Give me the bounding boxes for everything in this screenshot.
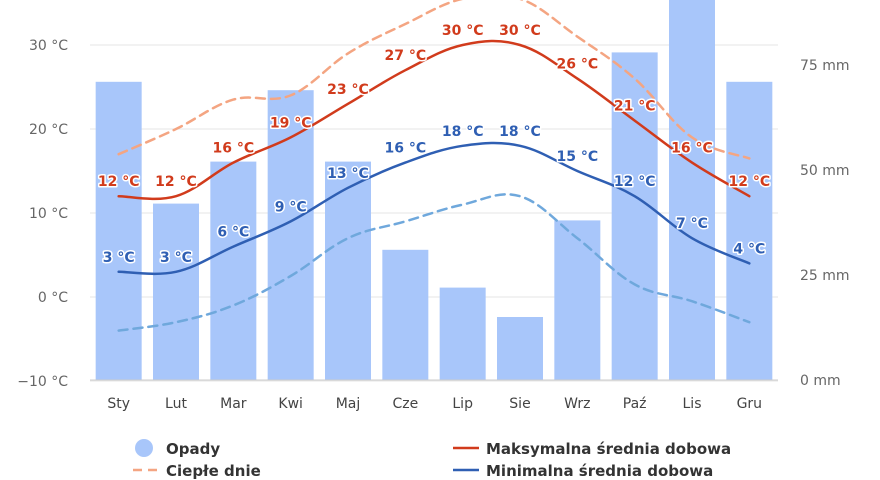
precipitation-bar[interactable] [439,287,486,380]
data-label: 3 °C [103,250,135,266]
legend-label: Minimalna średnia dobowa [486,462,713,480]
right-axis-tick: 50 mm [800,163,850,179]
left-axis-tick: 30 °C [29,38,68,54]
gridlines [90,44,778,382]
data-label: 15 °C [557,149,599,165]
left-axis-tick: 20 °C [29,122,68,138]
right-axis-tick: 75 mm [800,58,850,74]
data-label: 7 °C [676,216,708,232]
data-label: 16 °C [213,141,255,157]
data-label: 23 °C [327,82,369,98]
legend-label: Maksymalna średnia dobowa [486,440,731,458]
legend-label: Opady [166,440,220,458]
month-label: Sie [509,396,530,412]
precipitation-bars [95,0,773,381]
data-label: 30 °C [442,23,484,39]
precipitation-bar[interactable] [382,249,429,380]
series-line[interactable] [117,193,751,332]
data-label: 21 °C [614,99,656,115]
legend-label: Ciepłe dnie [166,462,261,480]
legend-circle-icon [135,439,153,457]
precipitation-bar[interactable] [669,0,715,380]
data-labels: 3 °C 3 °C 6 °C 9 °C 13 °C 16 °C 18 °C 18 °C 15 °… [101,122,767,267]
data-label: 3 °C [160,250,192,266]
data-label: 18 °C [499,124,541,140]
precipitation-bar[interactable] [726,81,773,381]
data-label: 6 °C [217,225,249,241]
month-label: Kwi [278,396,303,412]
month-label: Lis [683,396,702,412]
month-label: Cze [392,396,418,412]
month-label: Lut [165,396,187,412]
series-line[interactable] [117,141,751,276]
month-label: Maj [336,396,361,412]
data-label: 16 °C [385,141,427,157]
data-label: 12 °C [155,174,197,190]
precipitation-bar[interactable] [611,52,658,381]
data-label: 4 °C [733,241,765,257]
series-line[interactable] [117,39,751,201]
left-axis-tick: 0 °C [38,290,68,306]
legend-item[interactable]: Opady [135,439,220,458]
data-labels: 12 °C 12 °C 16 °C 19 °C 23 °C 27 °C 30 °C 30 °C… [96,22,771,192]
legend-item[interactable]: Minimalna średnia dobowa [453,462,713,480]
legend: Opady Ciepłe dnie Maksymalna średnia dobow… [133,439,731,480]
series-line[interactable] [117,0,751,160]
month-label: Paź [623,396,647,412]
month-label: Gru [737,396,762,412]
month-label: Lip [452,396,473,412]
month-label: Wrz [564,396,590,412]
data-label: 18 °C [442,124,484,140]
data-label: 9 °C [275,199,307,215]
left-axis-tick: −10 °C [17,374,68,390]
data-label: 27 °C [385,48,427,64]
legend-item[interactable]: Maksymalna średnia dobowa [453,440,731,458]
right-axis-tick: 25 mm [800,268,850,284]
data-label: 19 °C [270,115,312,131]
data-label: 26 °C [557,57,599,73]
data-label: 12 °C [614,174,656,190]
precipitation-bar[interactable] [210,161,257,380]
right-axis-tick: 0 mm [800,373,841,389]
precipitation-bar[interactable] [554,220,601,380]
precipitation-bar[interactable] [153,203,199,380]
data-label: 30 °C [499,23,541,39]
data-label: 12 °C [98,174,140,190]
precipitation-bar[interactable] [95,81,142,381]
precipitation-bar[interactable] [267,90,314,380]
data-label: 16 °C [671,141,713,157]
month-label: Sty [107,396,130,412]
precipitation-bar[interactable] [325,161,371,380]
month-label: Mar [220,396,247,412]
legend-item[interactable]: Ciepłe dnie [133,462,261,480]
data-label: 13 °C [327,166,369,182]
data-label: 12 °C [729,174,771,190]
precipitation-bar[interactable] [497,317,543,380]
left-axis-tick: 10 °C [29,206,68,222]
